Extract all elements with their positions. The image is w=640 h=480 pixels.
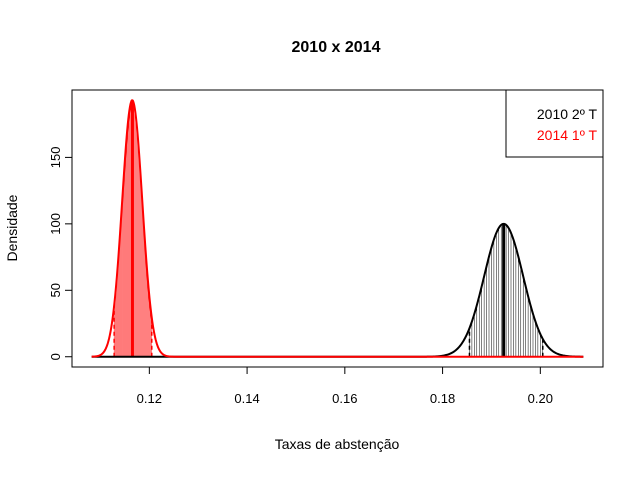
- x-tick-label: 0.20: [528, 391, 553, 406]
- density-curve-2010: [91, 222, 584, 358]
- legend: 2010 2º T 2014 1º T: [505, 89, 604, 158]
- x-tick-label: 0.14: [234, 391, 259, 406]
- legend-box: [505, 89, 604, 158]
- y-tick-label: 0: [48, 353, 63, 360]
- y-tick-label: 50: [48, 283, 63, 297]
- legend-entry-2010: 2010 2º T: [537, 106, 598, 122]
- axes-layer: 0.12 0.14 0.16 0.18 0.20 0 50 100 150: [48, 147, 553, 406]
- density-curve-2014: [91, 99, 584, 358]
- hatch-layer: [113, 100, 544, 357]
- y-tick-label: 100: [48, 213, 63, 235]
- legend-entry-2014: 2014 1º T: [537, 127, 598, 143]
- x-tick-label: 0.12: [137, 391, 162, 406]
- x-tick-label: 0.18: [430, 391, 455, 406]
- y-tick-label: 150: [48, 147, 63, 169]
- curve-layer: [91, 99, 584, 358]
- x-tick-label: 0.16: [332, 391, 357, 406]
- x-axis-label: Taxas de abstenção: [275, 436, 400, 452]
- chart-title: 2010 x 2014: [292, 39, 381, 56]
- y-axis-label: Densidade: [4, 194, 20, 261]
